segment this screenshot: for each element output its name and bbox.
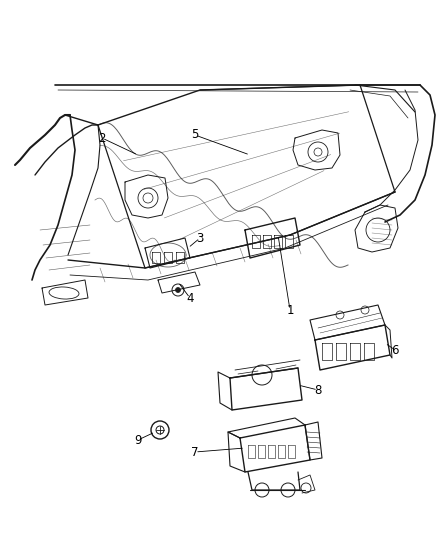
- Text: 8: 8: [314, 384, 321, 397]
- Text: 1: 1: [286, 303, 294, 317]
- Text: 9: 9: [134, 433, 142, 447]
- Text: 3: 3: [196, 231, 204, 245]
- Text: 5: 5: [191, 128, 199, 141]
- Text: 6: 6: [391, 343, 399, 357]
- Text: 4: 4: [186, 292, 194, 304]
- Text: 2: 2: [98, 132, 106, 144]
- Circle shape: [176, 287, 180, 293]
- Text: 7: 7: [191, 446, 199, 458]
